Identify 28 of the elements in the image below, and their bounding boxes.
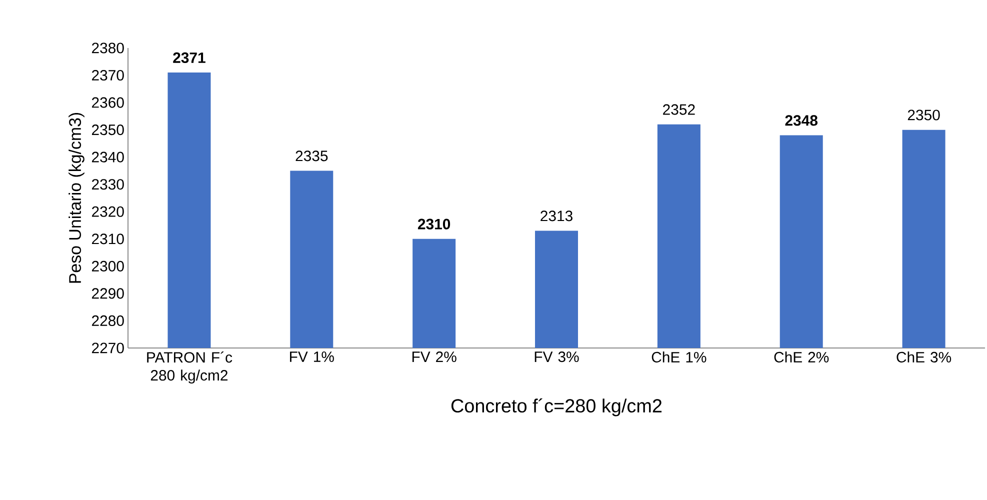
data-label: 2350 bbox=[908, 110, 940, 120]
y-tick-label: 2360 bbox=[92, 97, 124, 108]
y-tick-label: 2320 bbox=[92, 206, 124, 217]
data-label: 2348 bbox=[785, 115, 818, 126]
x-tick-label: ChE 1% bbox=[652, 352, 706, 362]
y-axis-title: Peso Unitario (kg/cm3) bbox=[68, 112, 84, 283]
y-tick-label: 2350 bbox=[92, 124, 124, 136]
x-tick-label: ChE 2% bbox=[774, 352, 829, 362]
x-tick-label: ChE 3% bbox=[896, 352, 952, 362]
y-tick-label: 2370 bbox=[92, 70, 124, 81]
data-label: 2313 bbox=[540, 210, 572, 222]
y-tick-label: 2300 bbox=[92, 260, 124, 272]
y-tick-label: 2340 bbox=[92, 152, 124, 162]
x-tick-label: PATRON F´c 280 kg/cm2 bbox=[147, 352, 232, 384]
x-tick-label: FV 2% bbox=[412, 352, 456, 362]
y-tick-label: 2310 bbox=[92, 234, 124, 244]
y-tick-label: 2290 bbox=[92, 288, 124, 299]
y-tick-label: 2380 bbox=[92, 42, 124, 54]
x-axis-title: Concreto f´c=280 kg/cm2 bbox=[451, 398, 662, 416]
x-tick-label: FV 3% bbox=[534, 352, 579, 362]
data-label: 2352 bbox=[663, 104, 695, 115]
data-label: 2310 bbox=[418, 218, 450, 230]
y-tick-label: 2280 bbox=[92, 315, 124, 326]
y-tick-label: 2330 bbox=[92, 179, 124, 190]
data-label: 2371 bbox=[173, 52, 206, 64]
y-tick-label: 2270 bbox=[92, 342, 124, 354]
data-label: 2335 bbox=[296, 150, 328, 162]
x-tick-label: FV 1% bbox=[290, 352, 334, 362]
